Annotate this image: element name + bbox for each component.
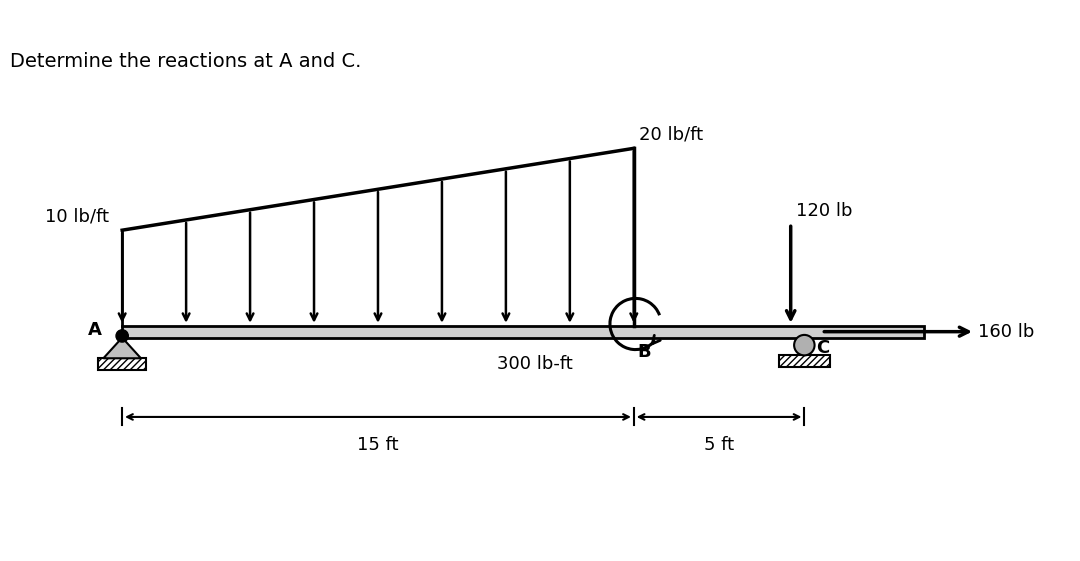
Text: 20 lb/ft: 20 lb/ft [639, 125, 703, 143]
Text: 120 lb: 120 lb [796, 202, 852, 220]
Polygon shape [104, 338, 140, 358]
Text: 10 lb/ft: 10 lb/ft [44, 207, 108, 225]
Text: C: C [816, 339, 829, 357]
Text: B: B [637, 343, 651, 361]
Circle shape [116, 330, 129, 342]
Bar [98, 358, 146, 370]
Text: Determine the reactions at A and C.: Determine the reactions at A and C. [10, 52, 361, 71]
FancyBboxPatch shape [122, 326, 923, 338]
Text: 160 lb: 160 lb [978, 323, 1035, 341]
Circle shape [794, 335, 814, 355]
Bar [779, 355, 829, 367]
Text: A: A [87, 321, 102, 339]
Text: 300 lb-ft: 300 lb-ft [497, 355, 572, 373]
Text: 5 ft: 5 ft [704, 436, 734, 454]
Text: 15 ft: 15 ft [357, 436, 399, 454]
